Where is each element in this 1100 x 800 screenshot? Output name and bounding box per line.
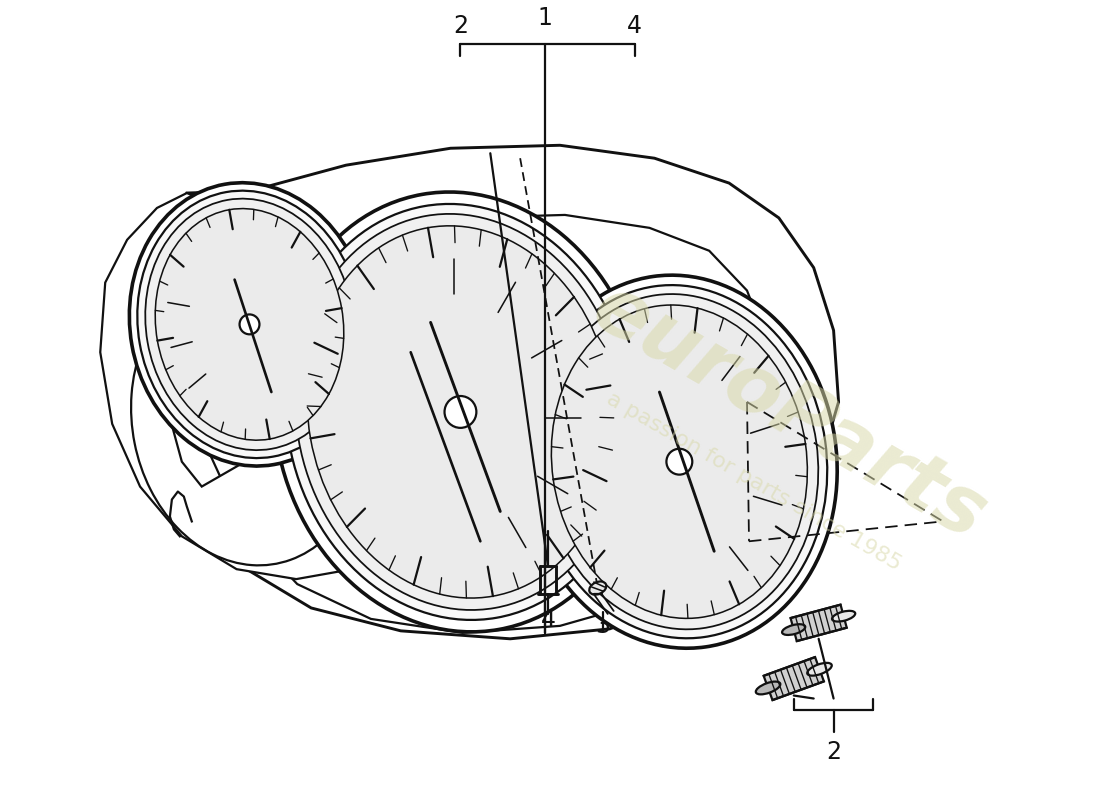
Ellipse shape xyxy=(285,204,636,620)
Text: 1: 1 xyxy=(538,6,552,30)
Ellipse shape xyxy=(138,190,362,458)
Text: 3: 3 xyxy=(595,614,610,638)
Polygon shape xyxy=(150,146,838,639)
Ellipse shape xyxy=(130,182,370,466)
Ellipse shape xyxy=(551,305,807,618)
Ellipse shape xyxy=(832,611,855,622)
Ellipse shape xyxy=(145,198,354,450)
Ellipse shape xyxy=(444,396,476,428)
Polygon shape xyxy=(791,605,847,641)
Ellipse shape xyxy=(307,226,614,598)
Ellipse shape xyxy=(540,294,818,630)
Polygon shape xyxy=(763,657,824,700)
Ellipse shape xyxy=(155,209,344,440)
Text: euroParts: euroParts xyxy=(579,268,1000,556)
Ellipse shape xyxy=(240,314,260,334)
Polygon shape xyxy=(100,193,378,579)
Text: 4: 4 xyxy=(627,14,642,38)
Text: 4: 4 xyxy=(540,608,556,632)
Text: 2: 2 xyxy=(826,740,842,764)
Ellipse shape xyxy=(521,275,837,648)
Polygon shape xyxy=(194,215,779,633)
Ellipse shape xyxy=(667,449,692,474)
Ellipse shape xyxy=(807,663,832,676)
Ellipse shape xyxy=(295,214,626,610)
Ellipse shape xyxy=(782,624,805,635)
Ellipse shape xyxy=(273,192,648,632)
Text: 2: 2 xyxy=(453,14,468,38)
Ellipse shape xyxy=(590,582,606,594)
Ellipse shape xyxy=(531,285,827,638)
Text: a passion for parts since 1985: a passion for parts since 1985 xyxy=(603,389,905,574)
Ellipse shape xyxy=(756,682,780,694)
